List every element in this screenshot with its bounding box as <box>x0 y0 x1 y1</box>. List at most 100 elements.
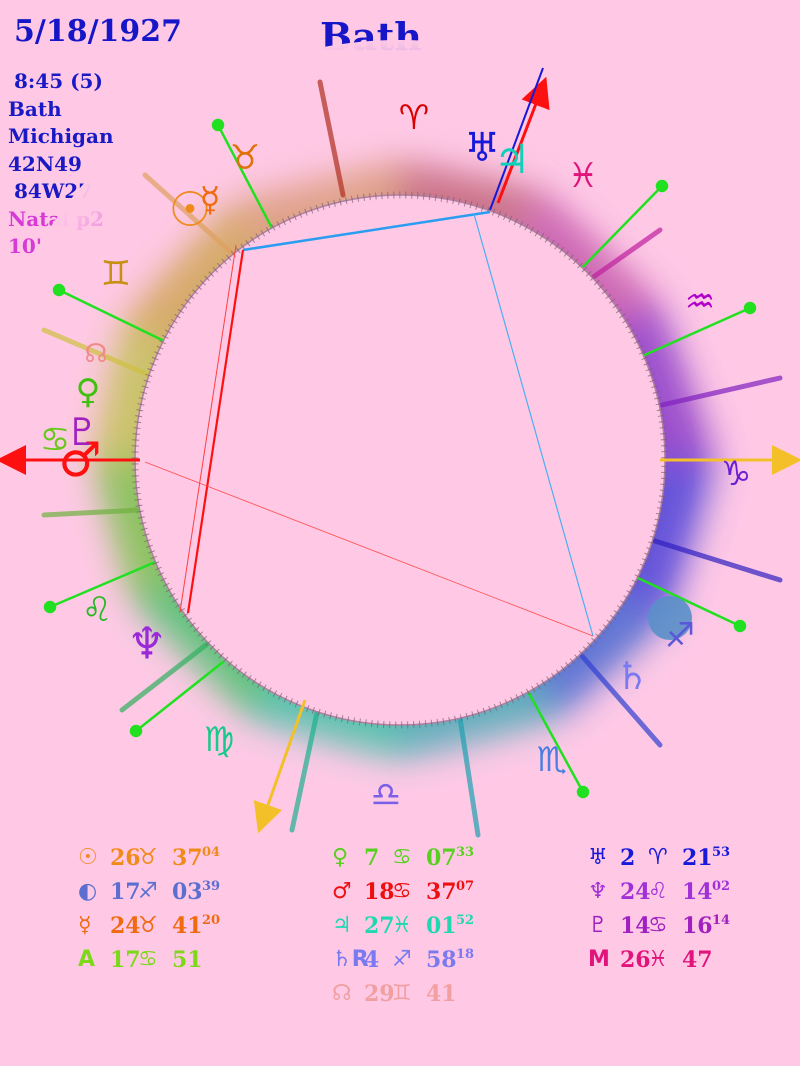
planet-glyphs: ♅ ♃ ☉ ☿ ♂ ♀ ♇ ☊ ♆ ♄ ⚷ <box>58 125 737 698</box>
position-sign-glyph: ♋ <box>648 913 668 938</box>
cancer-sign-glyph: ♋ <box>40 420 70 460</box>
position-sign-glyph: ♉ <box>138 913 158 938</box>
position-seconds: 33 <box>456 845 475 860</box>
position-seconds: 07 <box>456 879 475 894</box>
chart-date: 5/18/1927 <box>14 14 183 49</box>
position-sign-glyph: ♊ <box>392 981 412 1006</box>
position-minutes: 37 <box>426 879 457 905</box>
position-degree: 27 <box>364 913 395 939</box>
saturn-chart-glyph: ♄ <box>615 654 649 698</box>
position-minutes: 37 <box>172 845 203 871</box>
sun-chart-glyph: ☉ <box>168 182 211 238</box>
position-planet-glyph: M <box>588 947 610 972</box>
position-degree: 2 <box>620 845 636 871</box>
virgo-sign-glyph: ♍ <box>204 720 234 760</box>
position-minutes: 51 <box>172 947 203 973</box>
position-sign-glyph: ♌ <box>648 879 668 904</box>
position-degree: 4 <box>364 947 380 973</box>
position-degree: 17 <box>110 947 141 973</box>
position-minutes: 47 <box>682 947 713 973</box>
position-seconds: 20 <box>202 913 221 928</box>
position-degree: 26 <box>620 947 651 973</box>
position-planet-glyph: ♄R <box>332 947 369 972</box>
position-sign-glyph: ♓ <box>648 947 668 972</box>
mercury-chart-glyph: ☿ <box>200 180 221 220</box>
position-seconds: 52 <box>456 913 475 928</box>
mc-arrow <box>496 76 550 204</box>
position-sign-glyph: ♋ <box>392 845 412 870</box>
moon-disc <box>648 596 692 640</box>
position-planet-glyph: ◐ <box>78 879 98 904</box>
position-minutes: 16 <box>682 913 713 939</box>
birth-time: 8:45 (5) <box>14 69 103 93</box>
latitude: 42N49 <box>8 151 82 176</box>
uranus-chart-glyph: ♅ <box>464 125 500 171</box>
position-seconds: 04 <box>202 845 221 860</box>
planet-pointers <box>43 118 757 799</box>
position-degree: 18 <box>364 879 395 905</box>
leo-sign-glyph: ♌ <box>82 590 112 630</box>
position-minutes: 41 <box>426 981 457 1007</box>
house-cusps <box>41 79 783 838</box>
position-sign-glyph: ♐ <box>138 879 158 904</box>
birth-city: Bath <box>8 96 62 121</box>
aspect-lines <box>144 210 594 637</box>
position-seconds: 02 <box>712 879 731 894</box>
position-planet-glyph: ♃ <box>332 913 352 938</box>
position-seconds: 14 <box>712 913 731 928</box>
position-seconds: 18 <box>456 947 475 962</box>
position-seconds: 53 <box>712 845 731 860</box>
position-planet-glyph: A <box>78 947 96 972</box>
libra-sign-glyph: ♎ <box>371 775 401 815</box>
position-minutes: 03 <box>172 879 203 905</box>
position-minutes: 58 <box>426 947 457 973</box>
neptune-chart-glyph: ♆ <box>127 619 166 670</box>
position-minutes: 01 <box>426 913 457 939</box>
capricorn-sign-glyph: ♑ <box>721 454 751 494</box>
position-sign-glyph: ♋ <box>138 947 158 972</box>
gemini-sign-glyph: ♊ <box>101 254 131 294</box>
position-degree: 24 <box>110 913 141 939</box>
position-degree: 26 <box>110 845 141 871</box>
position-planet-glyph: ♆ <box>588 879 608 904</box>
sign-glyphs: ♈ ♓ ♒ ♑ ♐ ♏ ♎ ♍ ♌ ♋ ♊ ♉ <box>40 98 751 815</box>
pluto-chart-glyph: ♇ <box>65 410 99 454</box>
position-minutes: 41 <box>172 913 203 939</box>
jupiter-chart-glyph: ♃ <box>494 137 530 183</box>
aquarius-sign-glyph: ♒ <box>685 282 715 322</box>
position-seconds: 39 <box>202 879 221 894</box>
position-minutes: 14 <box>682 879 713 905</box>
position-degree: 14 <box>620 913 651 939</box>
position-planet-glyph: ☉ <box>78 845 98 870</box>
position-planet-glyph: ♀ <box>332 845 349 870</box>
uranus-pointer <box>489 67 544 211</box>
position-sign-glyph: ♉ <box>138 845 158 870</box>
position-degree: 24 <box>620 879 651 905</box>
scorpio-sign-glyph: ♏ <box>537 740 567 780</box>
position-minutes: 07 <box>426 845 457 871</box>
sagittarius-sign-glyph: ♐ <box>665 616 695 656</box>
astrology-wheel: ♈ ♓ ♒ ♑ ♐ ♏ ♎ ♍ ♌ ♋ ♊ ♉ ♅ ♃ ☉ ☿ ♂ ♀ ♇ ☊ … <box>0 40 800 840</box>
venus-chart-glyph: ♀ <box>76 372 101 412</box>
position-planet-glyph: ♇ <box>588 913 608 938</box>
position-degree: 29 <box>364 981 395 1007</box>
position-degree: 7 <box>364 845 380 871</box>
birth-state: Michigan <box>8 124 114 148</box>
position-degree: 17 <box>110 879 141 905</box>
chiron-chart-glyph: ⚷ <box>737 475 738 477</box>
position-sign-glyph: ♐ <box>392 947 412 972</box>
position-sign-glyph: ♓ <box>392 913 412 938</box>
position-planet-glyph: ♅ <box>588 845 608 870</box>
aries-sign-glyph: ♈ <box>399 98 429 138</box>
position-planet-glyph: ♂ <box>332 879 352 904</box>
position-minutes: 21 <box>682 845 713 871</box>
position-planet-glyph: ☿ <box>78 913 92 938</box>
pisces-sign-glyph: ♓ <box>568 156 598 196</box>
taurus-sign-glyph: ♉ <box>230 138 260 178</box>
position-sign-glyph: ♈ <box>648 845 668 870</box>
position-sign-glyph: ♋ <box>392 879 412 904</box>
node-chart-glyph: ☊ <box>84 339 107 369</box>
ic-arrow <box>253 699 307 834</box>
position-planet-glyph: ☊ <box>332 981 352 1006</box>
mars-chart-glyph: ♂ <box>58 432 101 488</box>
